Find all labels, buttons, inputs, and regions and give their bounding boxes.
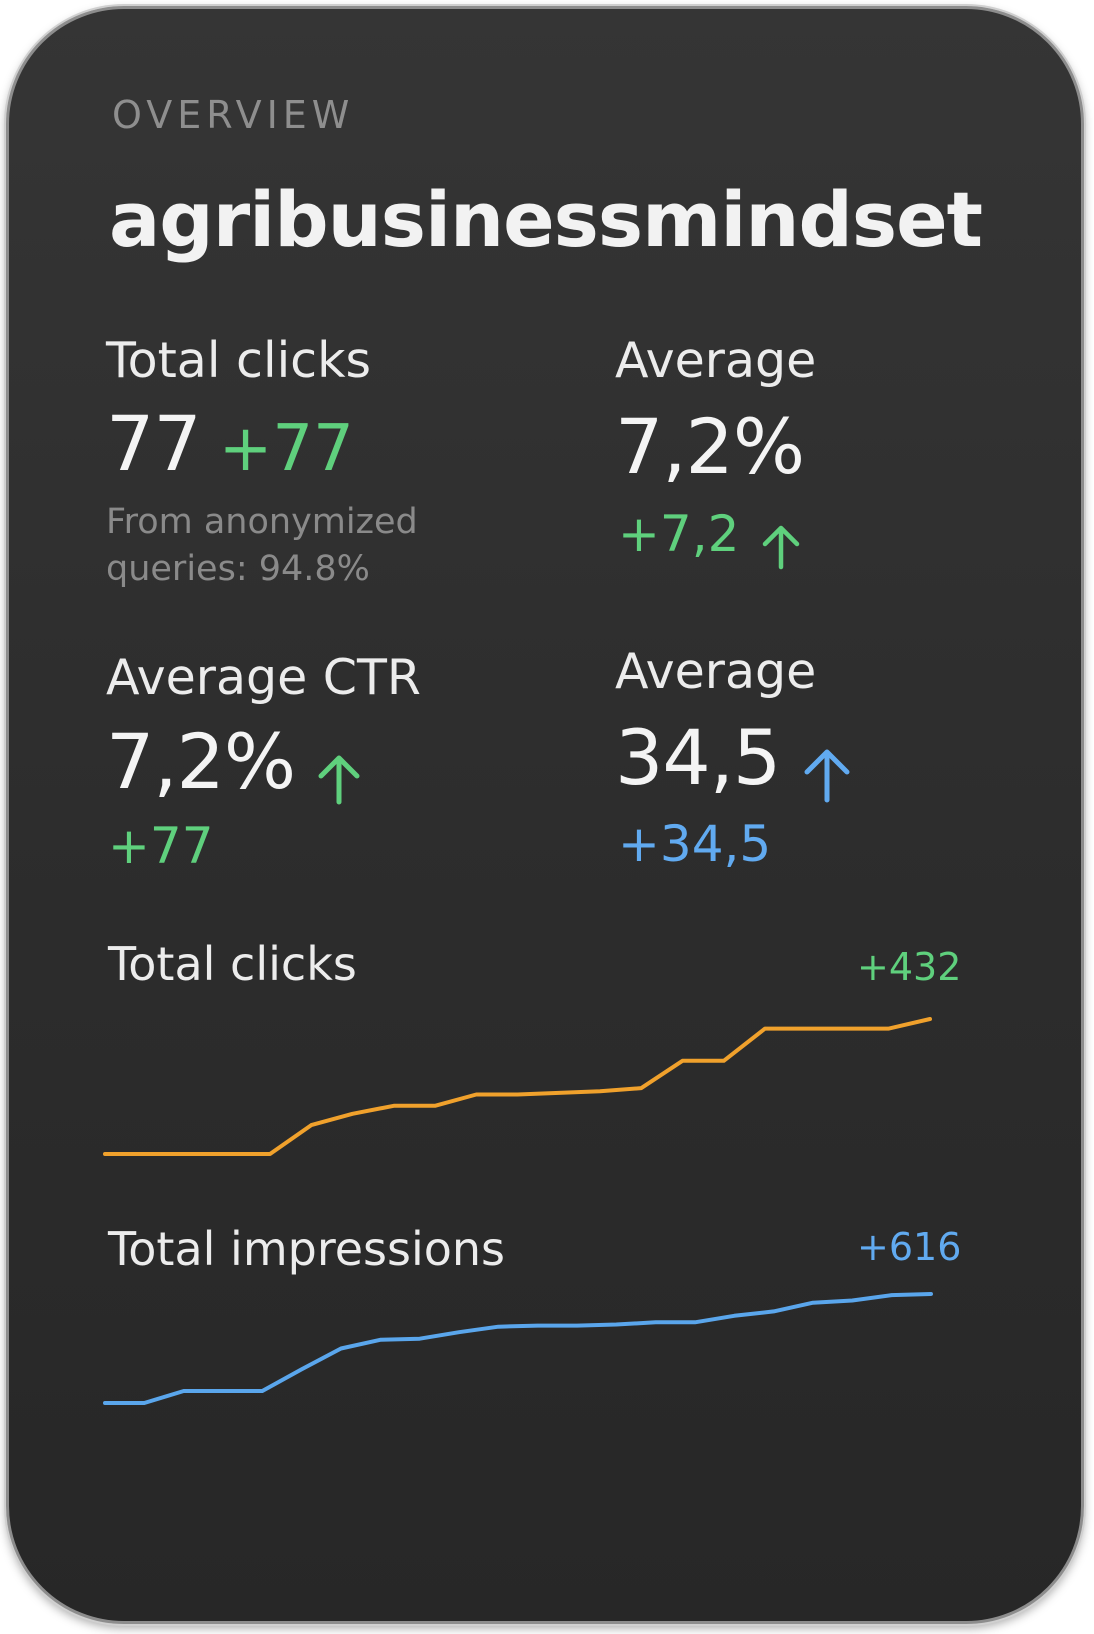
average-value: 7,2% xyxy=(615,402,805,491)
total-clicks-value-row: 77 +77 xyxy=(106,399,354,488)
anonymized-queries-note: From anonymized queries: 94.8% xyxy=(106,502,418,589)
average-delta-row: +7,2 xyxy=(618,505,801,570)
impressions-line-chart xyxy=(103,1292,933,1405)
site-title: agribusinessmindset xyxy=(109,175,983,264)
sparkline-layer xyxy=(103,1017,933,1405)
overview-label: OVERVIEW xyxy=(112,93,355,137)
average-ctr-label: Average CTR xyxy=(106,649,421,706)
overview-card: OVERVIEW agribusinessmindset Total click… xyxy=(6,6,1084,1624)
average-delta: +7,2 xyxy=(618,505,740,563)
average-position-value-row: 34,5 xyxy=(615,713,853,803)
impressions-line xyxy=(103,1292,933,1405)
average-position-label: Average xyxy=(615,643,817,700)
total-clicks-value: 77 xyxy=(106,399,202,488)
arrow-up-icon xyxy=(318,755,360,804)
average-ctr-delta: +77 xyxy=(108,817,214,875)
clicks-chart-label: Total clicks xyxy=(108,937,357,991)
arrow-up-icon xyxy=(804,749,850,802)
average-label: Average xyxy=(615,332,817,389)
clicks-line xyxy=(103,1017,932,1156)
total-clicks-delta: +77 xyxy=(218,412,354,486)
impressions-chart-delta: +616 xyxy=(857,1225,962,1269)
arrow-up-icon xyxy=(762,525,799,569)
average-position-delta: +34,5 xyxy=(618,815,772,873)
average-position-value: 34,5 xyxy=(615,713,781,802)
average-ctr-value-row: 7,2% xyxy=(106,717,362,806)
clicks-chart-delta: +432 xyxy=(857,945,962,989)
clicks-line-chart xyxy=(103,1017,932,1156)
total-clicks-label: Total clicks xyxy=(106,332,372,389)
average-ctr-value: 7,2% xyxy=(106,717,296,806)
impressions-chart-label: Total impressions xyxy=(108,1222,506,1276)
